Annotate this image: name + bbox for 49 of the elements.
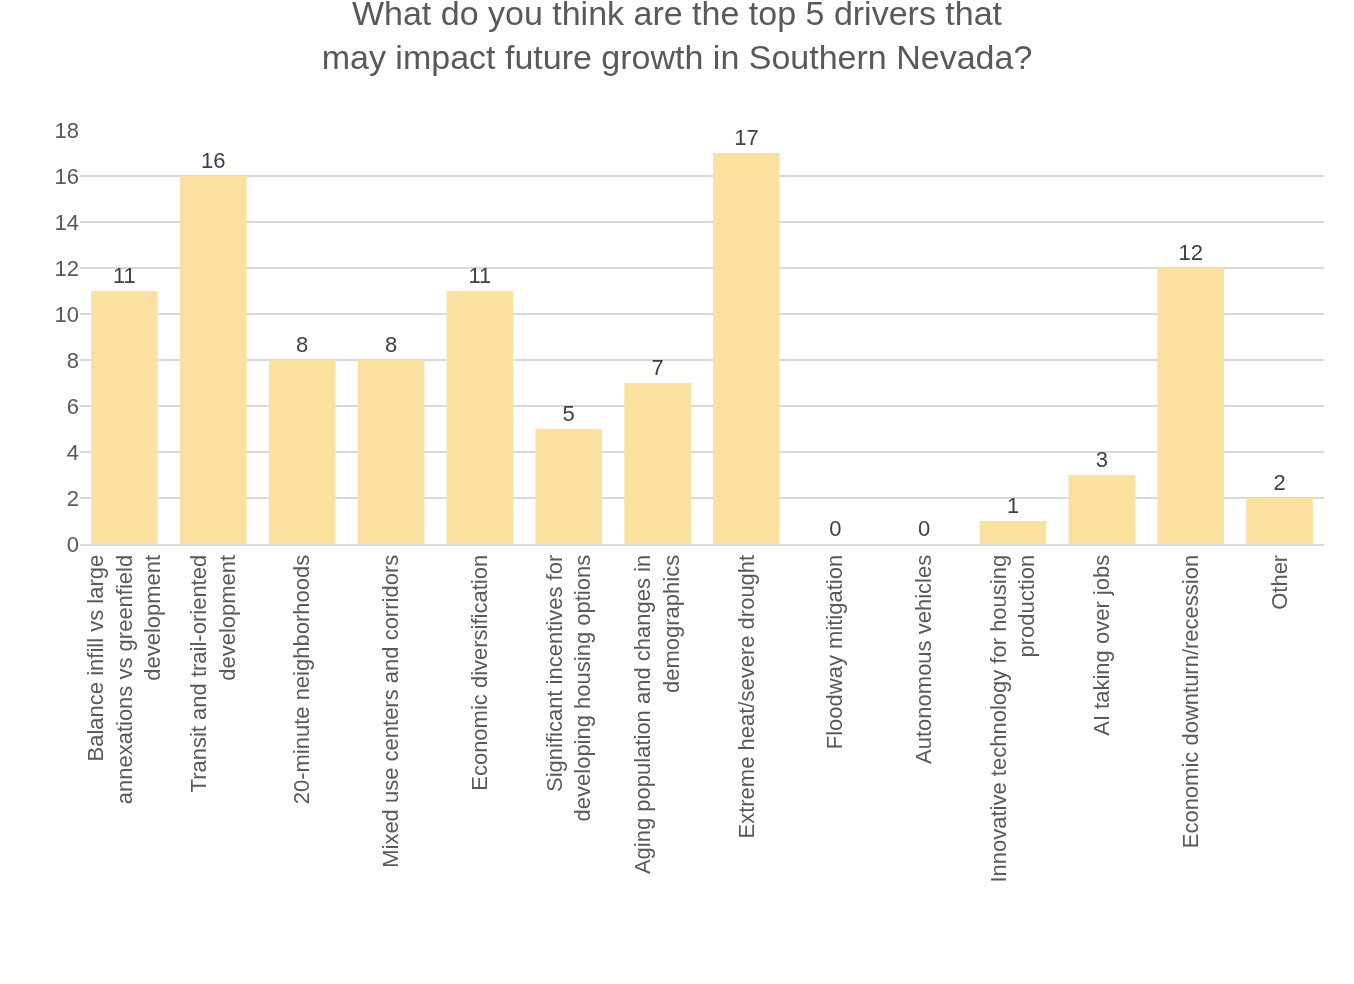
y-tick-label: 10 bbox=[54, 301, 79, 327]
bar bbox=[535, 429, 603, 544]
data-label: 16 bbox=[201, 148, 226, 173]
x-tick-label: Significant incentives for developing housing options bbox=[541, 554, 596, 822]
chart-title: What do you think are the top 5 drivers that may impact future growth in Southern Nevada? bbox=[321, 0, 1033, 76]
x-tick-label: Extreme heat/severe drought bbox=[733, 554, 759, 839]
bar bbox=[1157, 268, 1225, 544]
y-tick-label: 18 bbox=[54, 117, 79, 143]
data-label: 1 bbox=[1006, 493, 1020, 518]
bar bbox=[1246, 498, 1313, 544]
y-tick-label: 8 bbox=[66, 347, 79, 373]
bar bbox=[624, 383, 691, 544]
data-label: 0 bbox=[829, 516, 842, 541]
data-label: 2 bbox=[1273, 470, 1286, 495]
y-tick-label: 12 bbox=[54, 255, 79, 281]
bar bbox=[357, 360, 425, 544]
y-tick-label: 16 bbox=[54, 163, 79, 189]
bar bbox=[1068, 475, 1136, 544]
data-label: 8 bbox=[384, 332, 398, 357]
x-tick-label: Autonomous vehicles bbox=[911, 554, 937, 764]
data-label: 7 bbox=[651, 355, 664, 380]
y-tick-label: 6 bbox=[66, 393, 79, 419]
data-label: 8 bbox=[296, 332, 309, 357]
y-tick-label: 2 bbox=[66, 485, 79, 511]
data-label: 11 bbox=[468, 263, 492, 288]
bar bbox=[979, 521, 1047, 544]
x-tick-label: Mixed use centers and corridors bbox=[378, 554, 404, 868]
bar bbox=[91, 291, 158, 544]
bar bbox=[446, 291, 514, 544]
data-label: 17 bbox=[734, 125, 759, 150]
x-tick-label: AI taking over jobs bbox=[1089, 554, 1115, 736]
y-tick-label: 14 bbox=[54, 209, 79, 235]
bar bbox=[268, 360, 336, 544]
x-tick-label: 20-minute neighborhoods bbox=[289, 554, 315, 805]
data-label: 0 bbox=[918, 516, 931, 541]
y-tick-label: 0 bbox=[66, 531, 79, 557]
bar bbox=[713, 153, 780, 544]
x-tick-label: Balance infill vs large annexations vs greenfield development bbox=[82, 554, 166, 805]
data-label: 5 bbox=[562, 401, 575, 426]
data-label: 12 bbox=[1178, 240, 1203, 265]
x-tick-label: Floodway mitigation bbox=[822, 554, 848, 750]
x-tick-label: Innovative technology for housing production bbox=[985, 554, 1040, 883]
x-tick-label: Economic downturn/recession bbox=[1177, 554, 1203, 849]
x-tick-label: Economic diversification bbox=[467, 554, 493, 791]
bar bbox=[179, 176, 247, 544]
x-tick-label: Other bbox=[1266, 554, 1292, 610]
data-label: 11 bbox=[113, 263, 136, 288]
y-tick-label: 4 bbox=[66, 439, 79, 465]
data-label: 3 bbox=[1095, 447, 1108, 472]
